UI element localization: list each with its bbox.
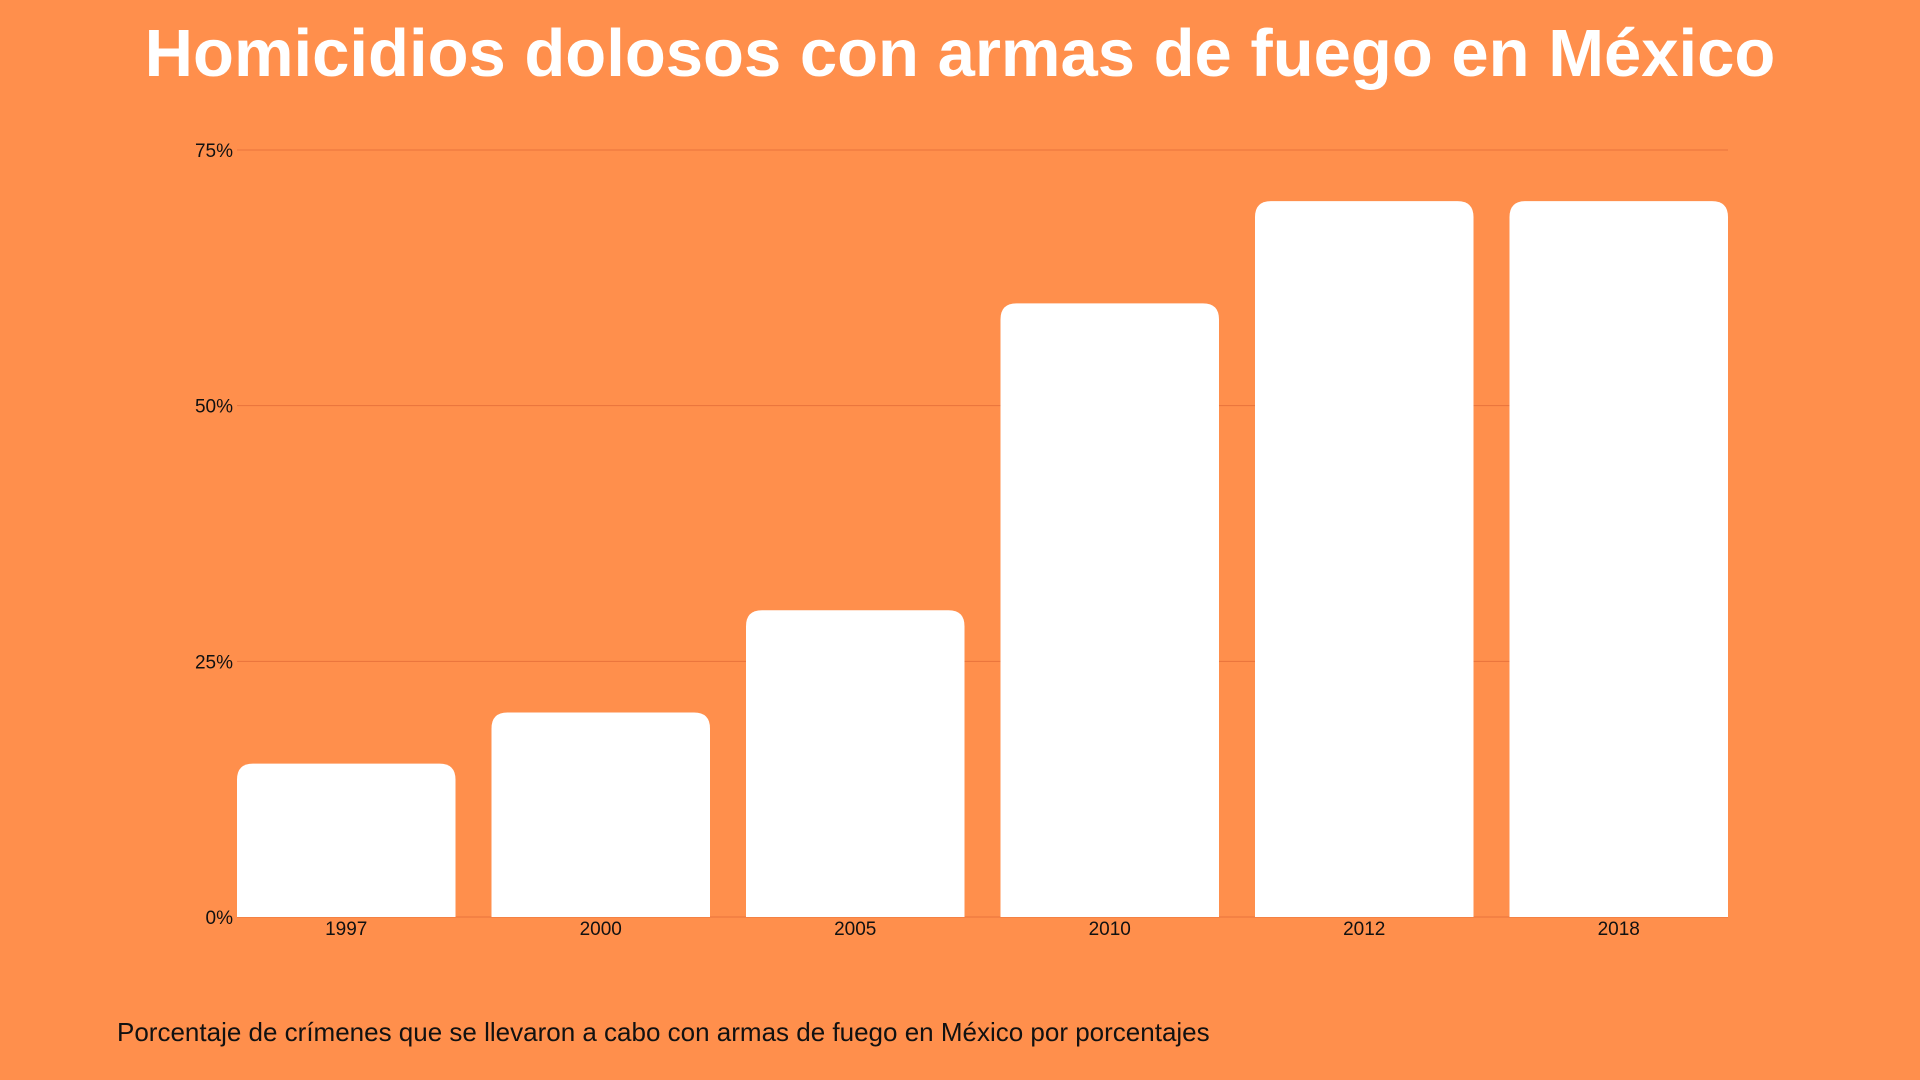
bar-2005	[746, 610, 965, 917]
x-tick-label: 2005	[834, 919, 876, 940]
chart-caption: Porcentaje de crímenes que se llevaron a…	[117, 1017, 1210, 1047]
bar-1997	[237, 763, 456, 917]
gridlines	[237, 149, 1728, 918]
y-tick-label: 75%	[195, 141, 233, 162]
bars	[237, 201, 1728, 918]
y-tick-label: 25%	[195, 652, 233, 673]
x-tick-label: 1997	[325, 919, 367, 940]
x-tick-label: 2000	[580, 919, 622, 940]
y-axis-tick-labels: 0% 25% 50% 75%	[195, 141, 233, 929]
y-tick-label: 50%	[195, 397, 233, 418]
y-tick-label: 0%	[206, 908, 234, 929]
x-tick-label: 2010	[1089, 919, 1131, 940]
chart-title: Homicidios dolosos con armas de fuego en…	[144, 16, 1776, 91]
bar-2000	[491, 712, 710, 917]
bar-2018	[1509, 201, 1728, 918]
x-axis-tick-labels: 1997 2000 2005 2010 2012 2018	[325, 919, 1640, 940]
x-tick-label: 2012	[1343, 919, 1385, 940]
x-tick-label: 2018	[1598, 919, 1640, 940]
bar-2010	[1000, 303, 1219, 917]
bar-2012	[1255, 201, 1474, 918]
